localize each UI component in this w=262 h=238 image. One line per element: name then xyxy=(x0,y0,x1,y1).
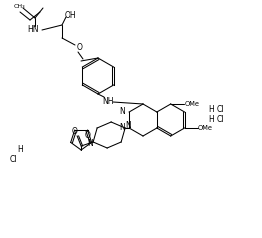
Text: OH: OH xyxy=(64,10,76,20)
Text: OMe: OMe xyxy=(198,125,213,131)
Text: H: H xyxy=(208,115,214,124)
Text: HN: HN xyxy=(27,25,39,35)
Text: H: H xyxy=(17,145,23,154)
Text: OMe: OMe xyxy=(184,101,199,107)
Text: O: O xyxy=(85,131,91,140)
Text: Cl: Cl xyxy=(9,154,17,164)
Text: N: N xyxy=(119,124,125,133)
Text: O: O xyxy=(71,127,77,135)
Text: Cl: Cl xyxy=(216,105,224,114)
Text: N: N xyxy=(125,122,131,130)
Text: Cl: Cl xyxy=(216,115,224,124)
Text: H: H xyxy=(208,105,214,114)
Text: O: O xyxy=(77,44,83,53)
Text: NH: NH xyxy=(102,98,114,106)
Text: N: N xyxy=(119,106,125,115)
Text: CH₃: CH₃ xyxy=(13,5,25,10)
Text: N: N xyxy=(87,139,93,149)
